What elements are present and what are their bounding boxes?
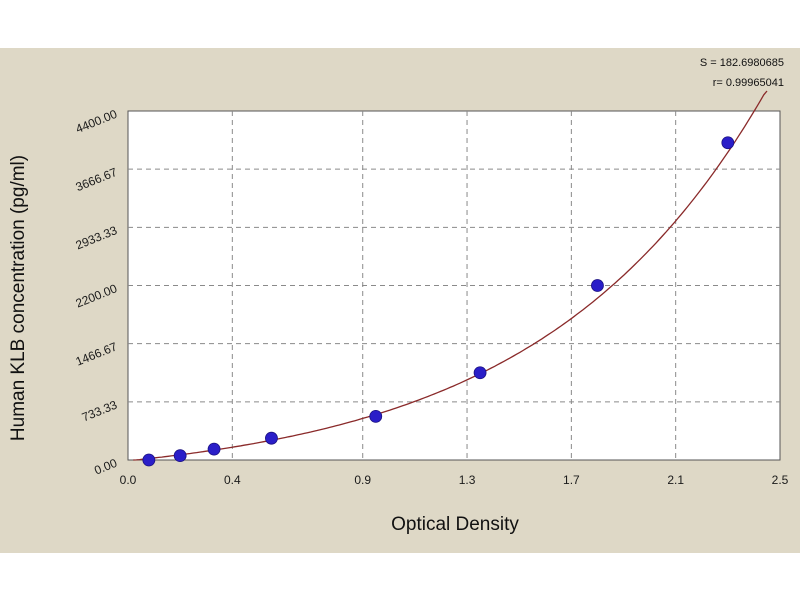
data-point (369, 409, 383, 423)
y-axis-title: Human KLB concentration (pg/ml) (8, 155, 29, 441)
x-axis-title: Optical Density (391, 514, 519, 535)
x-tick-label: 0.4 (224, 473, 241, 487)
y-tick-label: 1466.67 (74, 339, 120, 368)
data-point (591, 279, 604, 292)
y-tick-label: 0.00 (92, 456, 119, 478)
x-tick-label: 1.3 (459, 473, 476, 487)
fit-curve (133, 90, 768, 461)
x-tick-label: 1.7 (563, 473, 580, 487)
x-tick-label: 2.1 (667, 473, 684, 487)
data-point (265, 431, 278, 445)
y-tick-label: 4400.00 (74, 107, 120, 136)
x-tick-label: 0.0 (120, 473, 137, 487)
x-tick-labels: 0.0 0.4 0.9 1.3 1.7 2.1 2.5 (120, 473, 789, 487)
y-tick-label: 733.33 (80, 398, 120, 425)
y-tick-label: 2200.00 (74, 281, 120, 310)
stat-r-value: r= 0.99965041 (713, 77, 784, 89)
y-tick-labels: 0.00 733.33 1466.67 2200.00 2933.33 3666.67 44… (74, 107, 120, 478)
calibration-chart: 0.00 733.33 1466.67 2200.00 2933.33 3666.67 44… (8, 57, 789, 535)
grid-lines (128, 111, 780, 460)
data-point (142, 453, 156, 467)
x-tick-label: 0.9 (354, 473, 371, 487)
data-point (721, 136, 735, 150)
data-point (473, 366, 487, 380)
y-tick-label: 3666.67 (74, 165, 120, 194)
stat-s-value: S = 182.6980685 (700, 57, 784, 69)
y-tick-label: 2933.33 (74, 223, 120, 252)
chart-frame: 0.00 733.33 1466.67 2200.00 2933.33 3666.67 44… (0, 48, 800, 553)
data-point (207, 442, 221, 456)
data-points (142, 136, 735, 467)
data-point (173, 449, 187, 463)
x-tick-label: 2.5 (772, 473, 789, 487)
